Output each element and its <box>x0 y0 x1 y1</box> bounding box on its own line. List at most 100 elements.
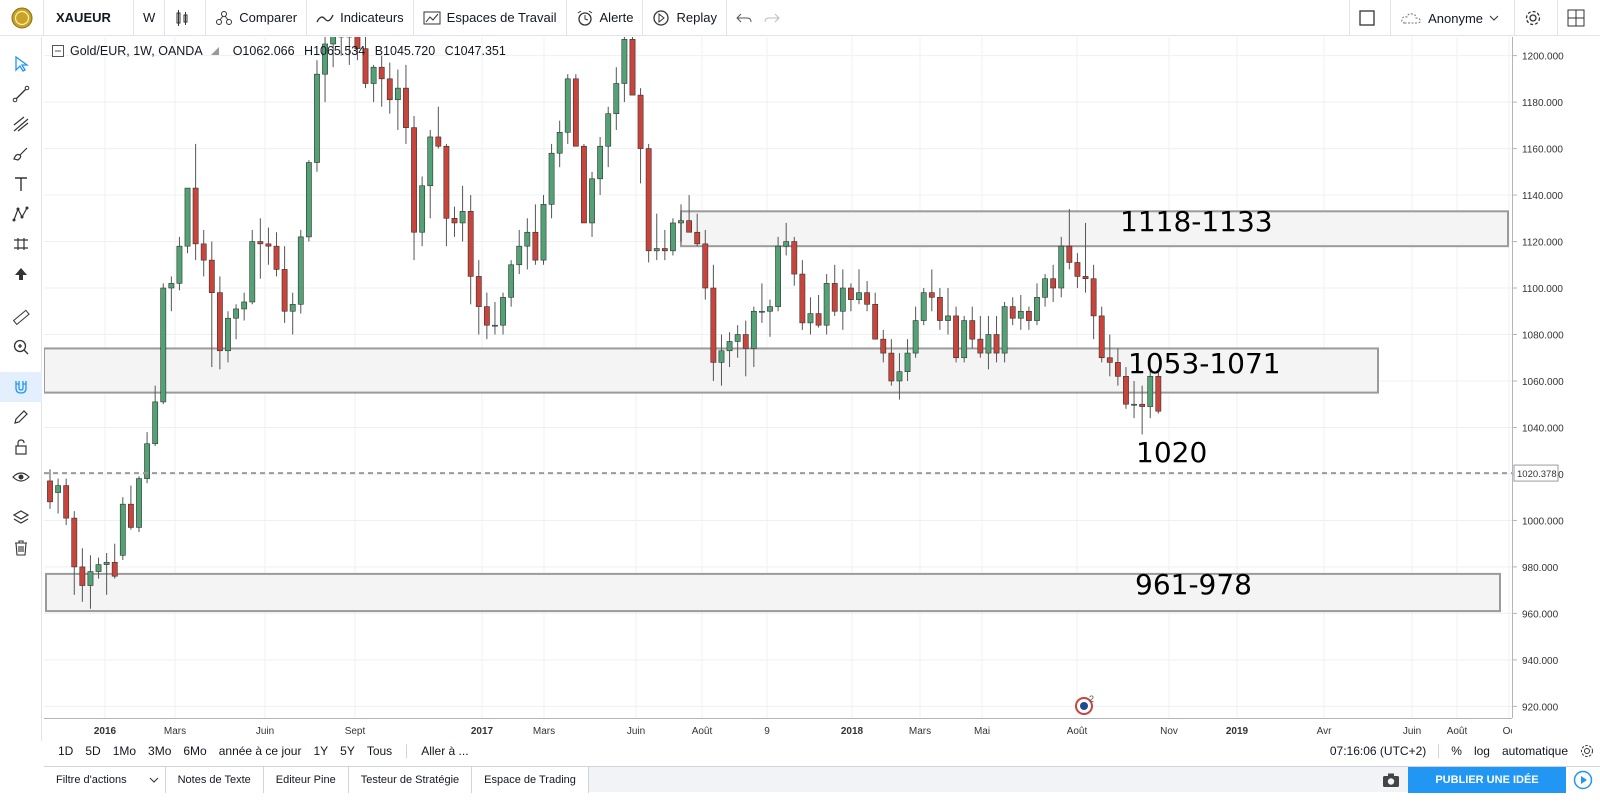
brush-tool[interactable] <box>0 139 42 169</box>
candle-body <box>1098 315 1105 359</box>
prediction-tool[interactable] <box>0 229 42 259</box>
price-tick-label: 1080.000 <box>1522 331 1564 342</box>
candle-body <box>920 292 927 321</box>
candle-body <box>508 264 515 298</box>
range-1d[interactable]: 1D <box>58 744 74 758</box>
forecast-icon <box>14 238 28 250</box>
publish-idea-button[interactable]: PUBLIER UNE IDÉE <box>1408 767 1566 793</box>
range-1y[interactable]: 1Y <box>313 744 329 758</box>
user-menu[interactable]: Anonyme <box>1390 0 1515 36</box>
candle <box>742 320 749 377</box>
fullscreen-button[interactable] <box>1349 0 1390 36</box>
chart-style-button[interactable] <box>165 0 207 36</box>
candle <box>55 478 61 514</box>
range-1mo[interactable]: 1Mo <box>112 744 137 758</box>
clock-time[interactable]: 07:16:06 (UTC+2) <box>1324 744 1440 758</box>
workspaces-button[interactable]: Espaces de Travail <box>414 0 567 36</box>
candle <box>1058 236 1065 298</box>
lock-drawings-tool[interactable] <box>0 432 42 462</box>
replay-button[interactable]: Replay <box>643 0 727 36</box>
candle <box>524 218 531 270</box>
candle <box>904 339 911 381</box>
range-5y[interactable]: 5Y <box>340 744 355 758</box>
cursor-tool[interactable] <box>0 49 42 79</box>
bottom-panel-tabs: Filtre d'actions Notes de Texte Editeur … <box>44 766 1600 793</box>
event-badge-count: 2 <box>1089 694 1094 704</box>
candle <box>338 37 345 56</box>
square-icon <box>1359 10 1375 26</box>
goto-date-button[interactable]: Aller à ... <box>421 744 469 758</box>
measure-tool[interactable] <box>0 302 42 332</box>
text-tool[interactable] <box>0 169 42 199</box>
tab-trading-panel[interactable]: Espace de Trading <box>472 766 589 793</box>
undo-redo-group <box>727 0 795 36</box>
tab-strategy-tester[interactable]: Testeur de Stratégie <box>348 766 473 793</box>
tab-stock-screener[interactable]: Filtre d'actions <box>44 766 166 793</box>
range-3mo[interactable]: 3Mo <box>148 744 172 758</box>
indicators-label: Indicateurs <box>340 10 404 25</box>
economic-event-marker[interactable]: 2 <box>1075 694 1094 715</box>
cursor-arrow-icon <box>15 55 29 72</box>
trash-icon <box>15 540 27 556</box>
range-6mo[interactable]: 6Mo <box>183 744 207 758</box>
time-tick-label: 9 <box>764 726 770 737</box>
candle-body <box>629 39 636 96</box>
eye-icon <box>12 472 30 482</box>
replay-label: Replay <box>676 10 717 25</box>
auto-scale-toggle[interactable]: automatique <box>1501 744 1568 758</box>
redo-icon[interactable] <box>764 11 780 25</box>
range-all[interactable]: Tous <box>366 744 393 758</box>
time-axis[interactable]: 2016 Mars Juin Sept 2017 Mars Juin Août 9 2018 Mar… <box>44 718 1512 740</box>
pattern-tool[interactable] <box>0 199 42 229</box>
candle <box>888 339 895 386</box>
candle-body <box>1034 297 1040 321</box>
candle-body <box>710 287 717 363</box>
time-tick-label: Oc <box>1503 726 1512 737</box>
log-toggle[interactable]: log <box>1473 744 1490 758</box>
symbol-search[interactable]: XAUEUR <box>44 0 134 36</box>
hide-drawings-tool[interactable] <box>0 462 42 492</box>
range-5d[interactable]: 5D <box>85 744 101 758</box>
level-axis-label: 1020.378 <box>1517 469 1557 480</box>
candle-body <box>726 341 733 352</box>
interval-button[interactable]: W <box>134 0 166 36</box>
range-ytd[interactable]: année à ce jour <box>218 744 302 758</box>
compare-button[interactable]: Comparer <box>206 0 308 36</box>
candle-body <box>160 287 167 403</box>
candle-body <box>953 315 959 359</box>
time-tick-label: Avr <box>1317 726 1332 737</box>
price-axis[interactable]: 1200.000 1180.000 1160.000 1140.000 1120.000… <box>1512 37 1600 718</box>
candle <box>1009 297 1016 326</box>
legend-title: Gold/EUR, 1W, OANDA <box>70 44 203 58</box>
remove-drawings-tool[interactable] <box>0 533 42 563</box>
tab-pine-editor[interactable]: Editeur Pine <box>263 766 349 793</box>
price-chart[interactable]: 2 <box>44 37 1512 718</box>
workspaces-icon <box>423 11 441 24</box>
camera-icon[interactable] <box>1382 772 1400 788</box>
arrow-up-tool[interactable] <box>0 259 42 289</box>
play-button[interactable] <box>1566 767 1600 793</box>
settings-button[interactable] <box>1515 0 1558 36</box>
undo-icon[interactable] <box>736 11 752 25</box>
tab-text-notes[interactable]: Notes de Texte <box>165 766 264 793</box>
indicators-button[interactable]: Indicateurs <box>307 0 414 36</box>
logo[interactable] <box>0 0 44 36</box>
fib-tool[interactable] <box>0 109 42 139</box>
object-tree-tool[interactable] <box>0 503 42 533</box>
percent-toggle[interactable]: % <box>1451 744 1462 758</box>
snapshot-layout-button[interactable] <box>1558 0 1600 36</box>
candle <box>200 229 207 277</box>
candle-body <box>1058 245 1065 289</box>
trend-line-tool[interactable] <box>0 79 42 109</box>
axis-settings-gear-icon[interactable] <box>1580 744 1594 758</box>
alert-button[interactable]: Alerte <box>567 0 644 36</box>
candle-body <box>330 37 337 45</box>
magnet-tool[interactable] <box>0 372 42 402</box>
stay-drawing-tool[interactable] <box>0 402 42 432</box>
collapse-legend-icon[interactable] <box>52 45 64 57</box>
candle-body <box>176 245 183 284</box>
zoom-tool[interactable] <box>0 332 42 362</box>
candle-body <box>168 283 175 289</box>
zone-label-resistance: 1118-1133 <box>1120 205 1273 238</box>
candle-body <box>775 245 781 307</box>
